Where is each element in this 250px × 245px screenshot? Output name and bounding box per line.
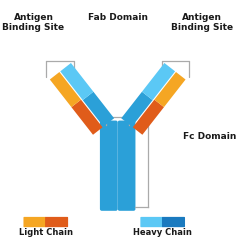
Text: Heavy Chain: Heavy Chain	[133, 228, 192, 237]
Text: Fc Domain: Fc Domain	[183, 132, 236, 141]
FancyBboxPatch shape	[118, 121, 136, 211]
FancyBboxPatch shape	[162, 217, 185, 227]
Polygon shape	[133, 100, 164, 135]
FancyBboxPatch shape	[140, 217, 164, 227]
Text: Fab Domain: Fab Domain	[88, 12, 148, 22]
Text: Antigen
Binding Site: Antigen Binding Site	[171, 12, 233, 32]
Text: Light Chain: Light Chain	[19, 228, 73, 237]
Polygon shape	[50, 72, 81, 107]
Polygon shape	[154, 72, 186, 107]
FancyBboxPatch shape	[24, 217, 46, 227]
Polygon shape	[142, 63, 175, 100]
Polygon shape	[60, 63, 94, 100]
Text: Antigen
Binding Site: Antigen Binding Site	[2, 12, 64, 32]
FancyBboxPatch shape	[45, 217, 68, 227]
Polygon shape	[83, 92, 114, 127]
Polygon shape	[72, 100, 102, 135]
Polygon shape	[121, 92, 153, 127]
FancyBboxPatch shape	[100, 121, 118, 211]
